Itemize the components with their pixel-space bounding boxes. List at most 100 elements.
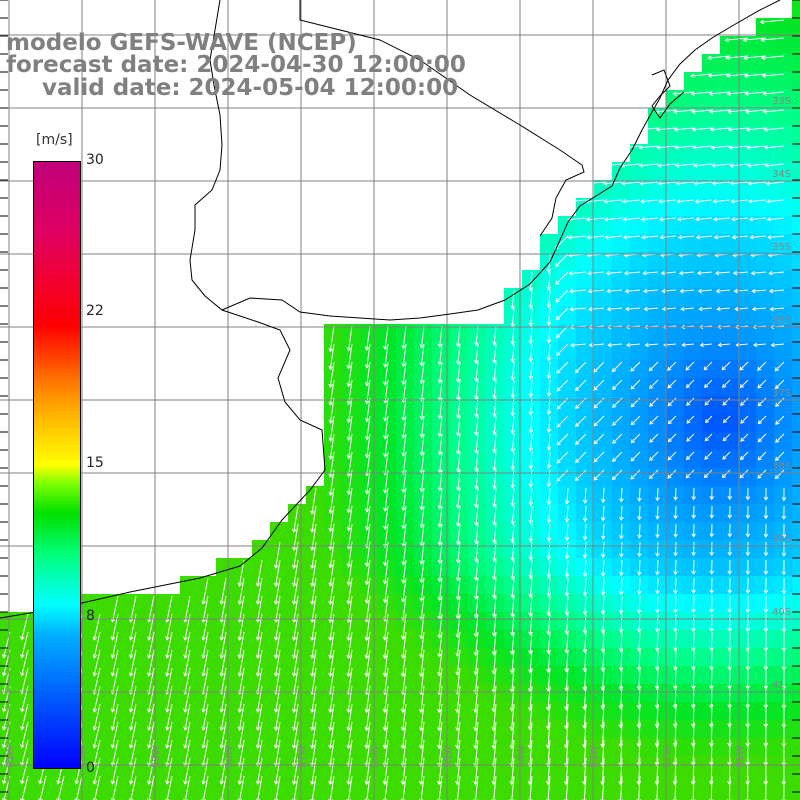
wind-arrow-head: [201, 618, 206, 623]
wind-arrow-head: [401, 362, 406, 368]
wind-arrow: [662, 289, 677, 292]
wind-arrow: [420, 667, 425, 695]
wind-speed-cell: [738, 36, 757, 55]
wind-arrow: [602, 667, 605, 690]
wind-arrow-head: [630, 403, 635, 408]
wind-arrow: [775, 415, 785, 425]
wind-arrow-head: [528, 393, 534, 398]
wind-arrow: [439, 343, 443, 365]
wind-arrow: [548, 343, 551, 361]
wind-arrow: [656, 631, 659, 651]
wind-arrow-head: [437, 361, 443, 366]
wind-arrow-head: [346, 508, 352, 514]
wind-arrow-head: [603, 199, 608, 204]
wind-arrow-head: [731, 234, 736, 240]
wind-arrow-head: [273, 564, 279, 569]
wind-arrow-head: [637, 590, 642, 595]
wind-arrow: [530, 505, 533, 524]
wind-arrow-head: [473, 670, 479, 676]
wind-arrow-head: [636, 609, 642, 614]
wind-arrow-head: [201, 672, 206, 677]
wind-arrow-head: [419, 451, 425, 457]
wind-speed-cell: [738, 630, 757, 649]
wind-arrow: [329, 649, 335, 677]
wind-arrow-head: [328, 744, 333, 750]
wind-arrow: [566, 559, 569, 578]
wind-arrow-head: [364, 618, 370, 623]
wind-arrow-head: [492, 466, 497, 472]
wind-speed-cell: [720, 72, 739, 91]
wind-arrow: [556, 361, 569, 374]
wind-arrow-head: [727, 608, 733, 614]
wind-arrow: [148, 649, 155, 677]
wind-arrow-head: [709, 742, 714, 747]
wind-speed-cell: [756, 594, 775, 613]
wind-arrow: [676, 181, 695, 185]
wind-arrow-head: [364, 762, 370, 768]
wind-arrow: [548, 397, 551, 415]
wind-arrow-head: [685, 455, 691, 461]
wind-speed-cell: [576, 378, 595, 397]
wind-arrow-head: [774, 367, 779, 372]
wind-arrow-head: [237, 618, 243, 623]
wind-speed-cell: [666, 450, 685, 469]
wind-arrow-head: [455, 468, 461, 473]
wind-arrow-head: [691, 589, 696, 595]
wind-arrow: [275, 577, 281, 605]
wind-arrow: [728, 127, 749, 131]
wind-arrow-head: [328, 636, 333, 642]
wind-arrow-head: [739, 366, 744, 371]
wind-arrow: [566, 505, 569, 522]
wind-speed-cell: [234, 684, 253, 703]
wind-speed-cell: [108, 720, 127, 739]
wind-arrow-head: [691, 533, 696, 538]
wind-speed-cell: [576, 306, 595, 325]
wind-arrow-head: [695, 216, 700, 222]
wind-arrow: [257, 757, 263, 785]
wind-speed-cell: [198, 738, 217, 757]
wind-arrow-head: [730, 199, 735, 204]
wind-arrow: [752, 307, 767, 310]
wind-speed-cell: [756, 360, 775, 379]
wind-arrow: [775, 379, 785, 389]
wind-arrow-head: [752, 342, 758, 348]
wind-speed-cell: [108, 792, 127, 800]
wind-arrow: [475, 379, 479, 400]
wind-arrow-head: [292, 636, 297, 642]
wind-speed-cell: [108, 774, 127, 793]
wind-arrow: [638, 739, 641, 766]
wind-arrow-head: [636, 647, 642, 653]
wind-arrow-head: [255, 708, 261, 713]
wind-arrow: [693, 145, 713, 149]
wind-speed-cell: [756, 522, 775, 541]
wind-arrow-head: [693, 181, 699, 186]
wind-arrow: [612, 361, 623, 372]
wind-speed-cell: [774, 720, 793, 739]
wind-speed-cell: [702, 720, 721, 739]
wind-arrow-head: [569, 342, 575, 348]
wind-arrow: [366, 469, 371, 494]
wind-arrow-head: [146, 726, 152, 731]
wind-arrow: [626, 343, 641, 346]
colorbar-tick-8: 8: [86, 608, 95, 624]
wind-speed-cell: [648, 288, 667, 307]
wind-speed-cell: [792, 432, 800, 451]
wind-arrow: [704, 451, 713, 460]
wind-arrow-head: [110, 672, 116, 677]
wind-arrow-head: [510, 557, 515, 562]
wind-arrow-head: [564, 536, 570, 542]
wind-arrow: [711, 631, 713, 651]
wind-arrow: [674, 109, 695, 113]
wind-arrow-head: [546, 593, 551, 598]
wind-arrow-head: [401, 470, 406, 476]
wind-arrow: [275, 685, 281, 713]
wind-speed-cell: [738, 126, 757, 145]
wind-arrow: [311, 775, 317, 800]
wind-arrow-head: [1, 798, 7, 800]
wind-arrow-head: [775, 456, 780, 461]
wind-arrow-head: [546, 446, 552, 451]
wind-arrow: [438, 667, 443, 695]
wind-speed-cell: [684, 180, 703, 199]
wind-arrow: [75, 757, 83, 784]
wind-speed-cell: [90, 648, 109, 667]
